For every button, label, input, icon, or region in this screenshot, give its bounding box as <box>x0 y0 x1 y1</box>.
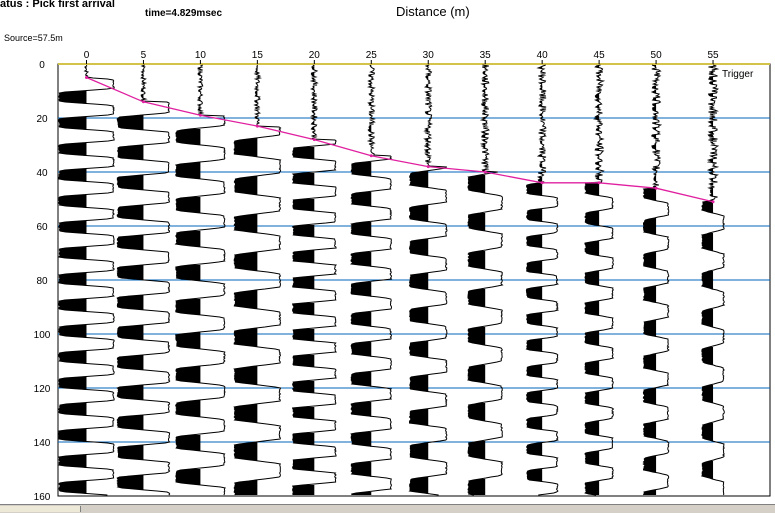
x-tick-label-30: 30 <box>423 50 435 61</box>
trace-fill-30 <box>409 66 429 494</box>
y-tick-label-160: 160 <box>34 492 51 503</box>
first-arrival-pick-10 <box>198 113 202 117</box>
x-tick-label-55: 55 <box>707 50 719 61</box>
status-text: atus : Pick first arrival <box>0 0 115 10</box>
trace-10 <box>174 64 226 496</box>
trace-fill-15 <box>234 67 258 495</box>
chart-title: Distance (m) <box>396 4 470 19</box>
y-tick-label-60: 60 <box>36 222 48 233</box>
first-arrival-pick-line <box>86 76 714 203</box>
trace-fill-45 <box>584 66 600 495</box>
trace-0 <box>57 64 115 496</box>
trace-30 <box>408 64 448 496</box>
y-tick-label-80: 80 <box>36 276 48 287</box>
first-arrival-pick-45 <box>597 181 601 185</box>
x-tick-label-0: 0 <box>84 50 90 61</box>
trace-45 <box>584 64 615 496</box>
trace-fill-25 <box>351 65 372 495</box>
trace-20 <box>291 64 338 496</box>
trace-55 <box>700 64 726 496</box>
first-arrival-pick-20 <box>312 138 316 142</box>
y-tick-label-120: 120 <box>34 384 51 395</box>
trace-40 <box>525 64 560 496</box>
trace-35 <box>467 64 504 496</box>
first-arrival-pick-40 <box>540 181 544 185</box>
trigger-label: Trigger <box>722 69 754 80</box>
trace-fill-5 <box>117 66 144 490</box>
y-tick-label-40: 40 <box>36 168 48 179</box>
x-tick-label-5: 5 <box>141 50 147 61</box>
x-tick-label-10: 10 <box>195 50 207 61</box>
x-tick-label-40: 40 <box>537 50 549 61</box>
x-tick-label-35: 35 <box>480 50 492 61</box>
trace-15 <box>233 64 282 496</box>
x-tick-label-50: 50 <box>651 50 663 61</box>
status-bar-segment <box>0 506 81 512</box>
first-arrival-pick-15 <box>255 124 259 128</box>
status-bar <box>0 504 775 513</box>
trace-fill-50 <box>643 65 657 495</box>
y-tick-label-0: 0 <box>39 60 45 71</box>
y-tick-label-20: 20 <box>36 114 48 125</box>
y-tick-label-100: 100 <box>34 330 51 341</box>
x-tick-label-20: 20 <box>309 50 321 61</box>
first-arrival-pick-55 <box>711 200 715 204</box>
trace-5 <box>116 64 171 496</box>
trace-fill-20 <box>292 65 315 495</box>
trace-fill-35 <box>468 65 486 495</box>
trace-fill-0 <box>58 67 87 494</box>
x-tick-label-25: 25 <box>366 50 378 61</box>
trace-50 <box>642 64 670 496</box>
trace-fill-55 <box>701 67 714 480</box>
trace-25 <box>350 64 393 496</box>
first-arrival-pick-25 <box>369 154 373 158</box>
y-tick-label-140: 140 <box>34 438 51 449</box>
first-arrival-pick-30 <box>426 165 430 169</box>
source-label: Source=57.5m <box>4 33 63 43</box>
x-tick-label-15: 15 <box>252 50 264 61</box>
first-arrival-pick-50 <box>654 186 658 190</box>
first-arrival-pick-0 <box>84 76 88 79</box>
x-tick-label-45: 45 <box>594 50 606 61</box>
time-readout: time=4.829msec <box>145 8 223 19</box>
trace-fill-40 <box>526 67 543 495</box>
first-arrival-pick-35 <box>483 170 487 174</box>
first-arrival-pick-5 <box>141 100 145 104</box>
